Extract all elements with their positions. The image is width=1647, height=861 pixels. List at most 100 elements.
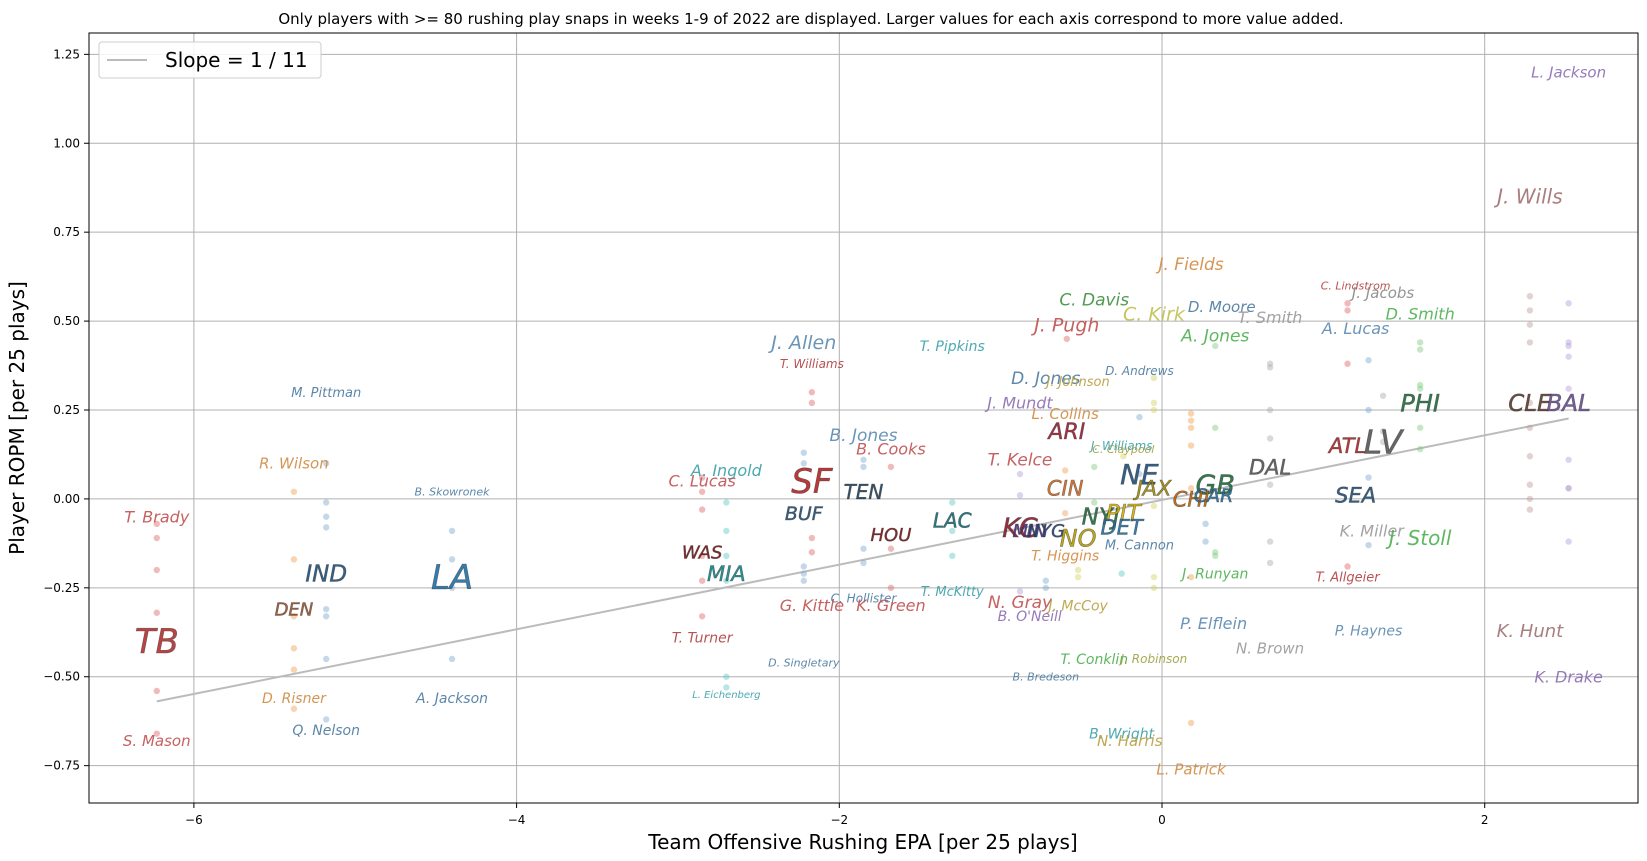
data-point: [153, 534, 160, 542]
data-point: [1565, 339, 1572, 346]
player-label: D. Jones: [1011, 369, 1081, 389]
player-label: N. Harris: [1097, 732, 1163, 750]
team-label: LA: [431, 558, 473, 598]
y-tick-label: 1.00: [53, 136, 80, 150]
player-label: N. Gray: [988, 593, 1053, 613]
data-point: [860, 559, 867, 567]
team-label: PIT: [1106, 501, 1143, 527]
data-point: [887, 463, 895, 471]
data-point: [723, 673, 730, 680]
data-point: [1074, 573, 1082, 581]
data-point: [800, 449, 807, 456]
data-point: [1526, 453, 1534, 460]
team-label: CIN: [1047, 477, 1084, 501]
trend-line: [156, 417, 1569, 703]
player-label: C. Claypool: [1092, 443, 1154, 456]
player-label: T. Turner: [672, 631, 734, 647]
player-label: M. Pittman: [291, 386, 361, 401]
team-label: DEN: [275, 599, 314, 620]
team-label: WAS: [682, 543, 723, 564]
data-point: [698, 488, 706, 495]
player-label: D. Moore: [1188, 298, 1256, 316]
data-point: [887, 584, 895, 592]
data-point: [1202, 520, 1209, 528]
player-label: J. Jacobs: [1349, 284, 1415, 302]
player-label: D. Risner: [262, 691, 327, 707]
data-point: [1379, 438, 1387, 446]
x-tick-label: −2: [830, 813, 848, 827]
team-label: IND: [305, 562, 347, 588]
team-label: ARI: [1046, 420, 1085, 445]
data-point: [949, 499, 956, 506]
data-point: [1365, 406, 1372, 414]
data-point: [153, 687, 160, 695]
player-label: M. Cannon: [1105, 539, 1174, 554]
data-point: [322, 605, 330, 613]
data-point: [1187, 424, 1195, 431]
player-label: Q. Nelson: [292, 723, 360, 739]
team-label: HOU: [870, 525, 911, 546]
player-label: T. Higgins: [1031, 549, 1099, 565]
y-tick-label: 0.25: [53, 403, 80, 417]
data-point: [808, 534, 816, 542]
data-point: [1565, 485, 1572, 492]
player-label: J. Robinson: [1119, 652, 1188, 666]
team-label: CLE: [1508, 391, 1552, 417]
player-label: B. Jones: [830, 426, 898, 446]
data-point: [698, 474, 706, 481]
player-label: T. Brady: [124, 507, 190, 526]
data-point: [1016, 588, 1024, 595]
data-point: [698, 577, 706, 584]
team-label: GB: [1196, 470, 1235, 501]
data-point: [1150, 399, 1158, 407]
data-point: [860, 463, 867, 471]
player-label: J. Williams: [1089, 439, 1153, 453]
data-point: [1365, 541, 1372, 549]
points-group: [153, 292, 1572, 737]
player-label: P. Elflein: [1180, 614, 1247, 633]
y-tick-label: 0.00: [53, 492, 80, 506]
player-label: R. Wilson: [259, 455, 329, 473]
player-label: T. Conklin: [1060, 652, 1128, 668]
team-label: CHI: [1173, 487, 1210, 511]
x-tick-label: −6: [185, 813, 203, 827]
player-label: B. Bredeson: [1013, 671, 1080, 684]
data-point: [698, 506, 706, 513]
data-point: [290, 705, 298, 712]
data-point: [1187, 573, 1195, 581]
player-label: T. Pipkins: [920, 339, 985, 355]
legend: Slope = 1 / 11: [98, 41, 322, 79]
data-point: [1187, 719, 1195, 727]
data-point: [1150, 406, 1158, 414]
data-point: [1016, 470, 1024, 478]
data-point: [153, 609, 160, 616]
data-point: [1565, 456, 1572, 463]
data-point: [723, 527, 730, 535]
data-point: [1379, 392, 1387, 399]
data-point: [1150, 584, 1158, 592]
player-label: J. Pugh: [1030, 314, 1099, 336]
data-point: [290, 666, 298, 673]
player-label: L. Eichenberg: [692, 690, 760, 701]
data-point: [1266, 360, 1274, 367]
data-point: [153, 730, 160, 737]
data-point: [322, 716, 330, 723]
data-point: [1344, 563, 1351, 570]
player-label: L. Jackson: [1531, 63, 1606, 81]
data-point: [949, 527, 956, 535]
data-point: [1212, 424, 1219, 431]
data-point: [322, 524, 330, 531]
data-point: [290, 613, 298, 620]
data-point: [1416, 346, 1424, 353]
data-point: [698, 552, 706, 560]
data-point: [723, 577, 730, 584]
data-point: [1365, 357, 1372, 364]
team-label: NO: [1060, 524, 1097, 552]
data-point: [1091, 499, 1098, 506]
data-point: [698, 613, 706, 620]
data-point: [290, 556, 298, 563]
data-point: [1416, 445, 1424, 453]
data-point: [800, 577, 807, 584]
data-point: [1344, 360, 1351, 367]
